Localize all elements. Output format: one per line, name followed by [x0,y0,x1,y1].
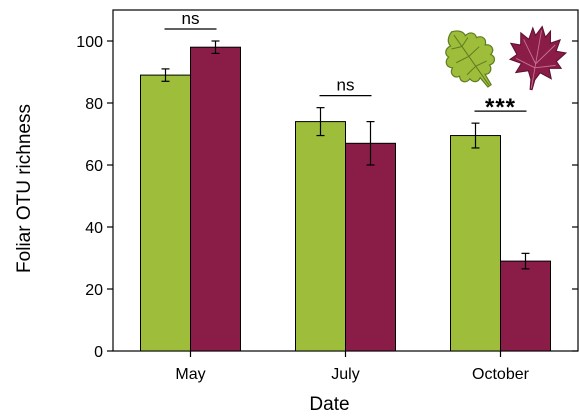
bar-october-series-2 [500,260,551,352]
significance-label-may: ns [182,9,200,28]
significance-label-october: *** [485,94,516,121]
significance-annotations: ns ns *** [164,9,527,121]
y-tick-label: 0 [94,344,103,361]
x-tick-label-may: May [175,366,205,383]
bar-may-series-1 [140,74,191,352]
maple-leaf-icon [508,25,568,91]
bar-october-series-1 [450,135,501,352]
labels: 0 20 40 60 80 100 May July October Date Foliar OTU… [14,34,530,415]
bar-july-series-2 [345,142,396,352]
x-tick-label-july: July [331,366,359,383]
axes [107,40,578,357]
leaf-icons [445,25,568,91]
bar-july-series-1 [295,121,346,352]
oak-leaf-icon [445,30,496,88]
x-axis-title: Date [309,394,349,415]
x-tick-label-october: October [472,366,530,383]
y-axis-title: Foliar OTU richness [14,104,35,273]
bars [140,46,551,352]
error-bars [161,40,530,270]
bar-may-series-2 [190,46,241,352]
y-tick-label: 100 [76,34,103,51]
y-tick-label: 40 [85,220,103,237]
y-tick-label: 20 [85,282,103,299]
y-tick-label: 60 [85,158,103,175]
significance-label-july: ns [337,76,355,95]
y-tick-label: 80 [85,96,103,113]
